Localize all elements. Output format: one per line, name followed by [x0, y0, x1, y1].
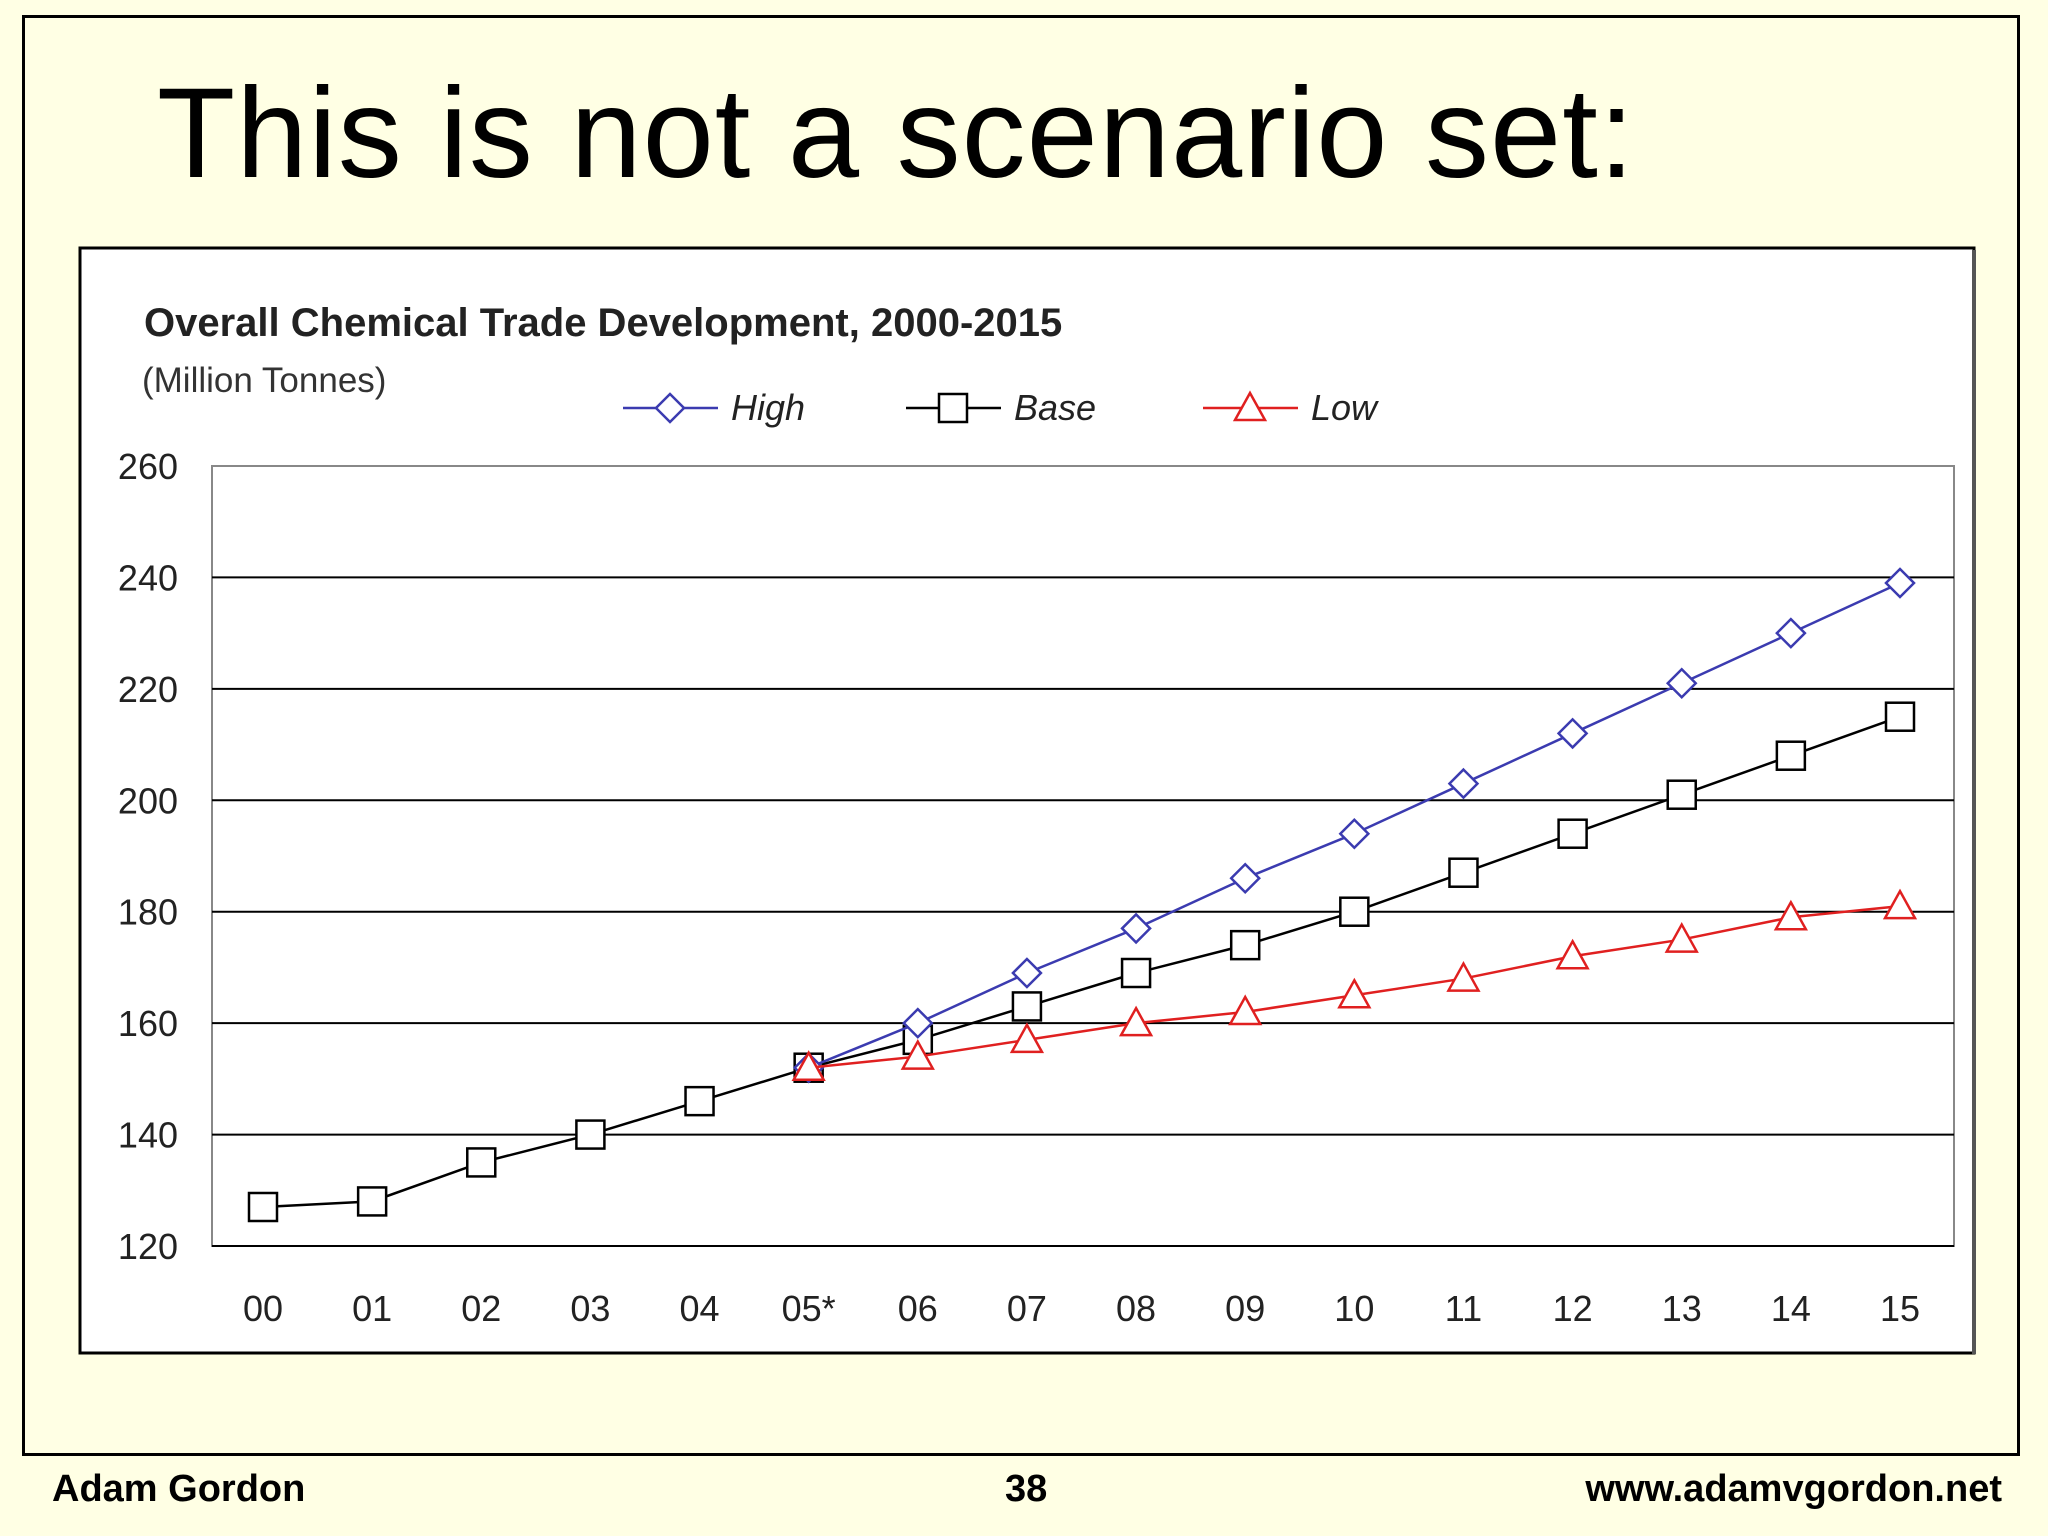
- data-point-base: [466, 1147, 497, 1178]
- data-point-base: [1557, 818, 1588, 849]
- x-axis-ticks: 00 01 02 03 04 05* 06 07 08 09 10 11 12 13 14 15: [243, 1288, 1920, 1329]
- x-tick-label: 12: [1553, 1288, 1593, 1329]
- y-tick-label: 240: [118, 557, 178, 598]
- x-tick-label: 06: [898, 1288, 938, 1329]
- legend: High Base Low: [623, 387, 1379, 428]
- data-point-base: [1339, 896, 1370, 927]
- page-number: 38: [1005, 1468, 1048, 1510]
- data-point-low: [1009, 1022, 1045, 1054]
- legend-label: High: [731, 387, 805, 428]
- data-point-base: [684, 1085, 715, 1117]
- data-point-low: [791, 1050, 826, 1081]
- legend-label: Low: [1311, 387, 1379, 428]
- data-point-low: [1118, 1005, 1154, 1037]
- x-tick-label: 00: [243, 1288, 283, 1329]
- slide-title: This is not a scenario set:: [157, 62, 1636, 205]
- data-point-low: [1555, 938, 1590, 970]
- data-point-base: [1011, 991, 1043, 1022]
- series-line-base: [262, 715, 1901, 1209]
- plot-area: [211, 465, 1955, 1247]
- data-point-base: [1120, 957, 1152, 989]
- data-point-high: [1011, 957, 1043, 989]
- y-tick-label: 160: [118, 1003, 178, 1044]
- data-point-high: [1120, 912, 1152, 945]
- data-point-base: [1448, 857, 1479, 888]
- series: [247, 567, 1918, 1223]
- series-low: [791, 888, 1918, 1081]
- x-tick-label: 07: [1007, 1288, 1047, 1329]
- x-tick-label: 11: [1445, 1288, 1482, 1329]
- y-axis-ticks: 120 140 160 180 200 220 240 260: [118, 446, 178, 1267]
- chart-subtitle: (Million Tonnes): [142, 361, 386, 400]
- series-base: [247, 701, 1916, 1223]
- data-point-base: [1775, 740, 1807, 771]
- legend-marker: [937, 392, 969, 424]
- x-tick-label: 09: [1225, 1288, 1265, 1329]
- x-tick-label: 10: [1334, 1288, 1374, 1329]
- legend-label: Base: [1014, 387, 1096, 428]
- data-point-high: [1884, 567, 1916, 599]
- footer-divider: [22, 1453, 2020, 1456]
- footer-author: Adam Gordon: [52, 1468, 306, 1510]
- chart-title: Overall Chemical Trade Development, 2000…: [144, 301, 1062, 345]
- data-point-high: [1447, 767, 1480, 800]
- x-tick-label: 02: [461, 1288, 501, 1329]
- data-point-base: [575, 1119, 606, 1150]
- data-point-low: [1446, 960, 1481, 992]
- data-point-base: [356, 1186, 388, 1217]
- data-point-high: [1556, 717, 1589, 750]
- x-tick-label: 05*: [782, 1288, 836, 1329]
- data-point-high: [902, 1007, 934, 1039]
- data-point-base: [247, 1191, 279, 1223]
- y-tick-label: 260: [118, 446, 178, 487]
- data-point-low: [900, 1038, 935, 1070]
- x-tick-label: 15: [1880, 1288, 1920, 1329]
- y-tick-label: 220: [118, 669, 178, 710]
- data-point-high: [1229, 862, 1261, 895]
- y-tick-label: 180: [118, 892, 178, 933]
- data-point-low: [1882, 888, 1918, 920]
- x-tick-label: 13: [1662, 1288, 1702, 1329]
- x-tick-label: 04: [680, 1288, 720, 1329]
- y-tick-label: 200: [118, 780, 178, 821]
- footer-website: www.adamvgordon.net: [1585, 1468, 2002, 1510]
- legend-item-base: Base: [906, 387, 1096, 428]
- legend-item-high: High: [623, 387, 805, 428]
- data-point-high: [1775, 617, 1807, 649]
- data-point-low: [1773, 899, 1808, 931]
- series-high: [792, 567, 1916, 1084]
- chart: Overall Chemical Trade Development, 2000…: [78, 246, 1976, 1355]
- data-point-low: [1228, 994, 1263, 1026]
- data-point-high: [1665, 667, 1698, 700]
- x-tick-label: 03: [570, 1288, 610, 1329]
- data-point-base: [1229, 929, 1261, 961]
- y-tick-label: 120: [118, 1226, 178, 1267]
- y-tick-label: 140: [118, 1115, 178, 1156]
- data-point-base: [1884, 701, 1916, 732]
- data-point-high: [1338, 817, 1371, 850]
- data-point-low: [1664, 921, 1699, 953]
- data-point-low: [1337, 977, 1372, 1009]
- data-point-base: [1666, 779, 1697, 810]
- x-tick-label: 14: [1771, 1288, 1811, 1329]
- x-tick-label: 01: [352, 1288, 392, 1329]
- x-tick-label: 08: [1116, 1288, 1156, 1329]
- legend-marker: [654, 392, 686, 424]
- slide-frame: [22, 15, 2020, 1453]
- legend-marker: [1232, 390, 1268, 422]
- legend-item-low: Low: [1203, 387, 1379, 428]
